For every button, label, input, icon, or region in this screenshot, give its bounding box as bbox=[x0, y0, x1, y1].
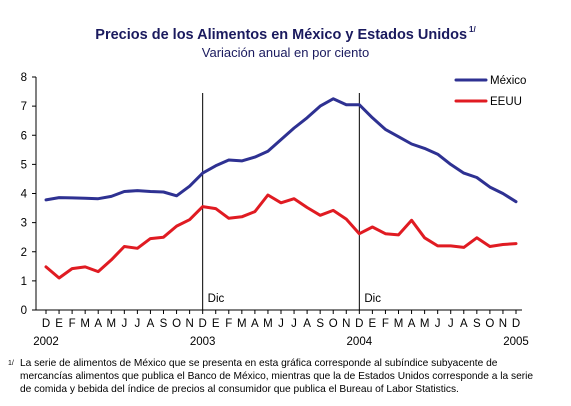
chart-title: Precios de los Alimentos en México y Est… bbox=[0, 25, 571, 43]
chart-annotations: Dic Dic bbox=[202, 93, 381, 310]
legend-label: México bbox=[490, 75, 526, 87]
annotation-label: Dic bbox=[208, 293, 225, 305]
x-tick-label: A bbox=[251, 318, 259, 330]
footnote-mark: 1/ bbox=[8, 360, 14, 367]
x-tick-label: M bbox=[106, 318, 116, 330]
x-tick-label: E bbox=[369, 318, 377, 330]
x-tick-label: O bbox=[172, 318, 181, 330]
x-tick-label: E bbox=[212, 318, 220, 330]
x-tick-label: M bbox=[80, 318, 90, 330]
y-tick-label: 5 bbox=[21, 159, 27, 171]
x-tick-label: E bbox=[55, 318, 63, 330]
footnote-text: La serie de alimentos de México que se p… bbox=[20, 358, 534, 395]
y-tick-label: 3 bbox=[21, 218, 27, 230]
year-label: 2002 bbox=[33, 336, 59, 348]
x-tick-label: A bbox=[460, 318, 468, 330]
chart-subtitle: Variación anual en por ciento bbox=[201, 45, 370, 60]
x-tick-label: J bbox=[435, 318, 441, 330]
legend-label: EEUU bbox=[490, 96, 522, 108]
x-tick-label: S bbox=[160, 318, 168, 330]
series-line bbox=[44, 97, 518, 204]
x-tick-label: J bbox=[291, 318, 297, 330]
y-tick-label: 2 bbox=[21, 247, 27, 259]
x-tick-label: M bbox=[394, 318, 404, 330]
chart-series bbox=[44, 97, 518, 280]
x-tick-label: M bbox=[263, 318, 273, 330]
year-label: 2005 bbox=[503, 336, 529, 348]
chart-legend: México EEUU bbox=[454, 75, 526, 108]
x-tick-label: J bbox=[278, 318, 284, 330]
y-tick-label: 6 bbox=[21, 130, 27, 142]
series-line bbox=[44, 193, 518, 280]
y-tick-label: 4 bbox=[21, 189, 28, 201]
y-tick-label: 7 bbox=[21, 101, 27, 113]
chart-title-note: 1/ bbox=[469, 25, 476, 34]
x-tick-label: M bbox=[420, 318, 430, 330]
year-label: 2003 bbox=[190, 336, 216, 348]
chart-title-text: Precios de los Alimentos en México y Est… bbox=[95, 27, 468, 43]
footnote: 1/ La serie de alimentos de México que s… bbox=[8, 357, 538, 396]
x-tick-label: J bbox=[448, 318, 454, 330]
x-tick-label: F bbox=[69, 318, 76, 330]
x-tick-label: D bbox=[512, 318, 520, 330]
x-tick-label: A bbox=[94, 318, 102, 330]
x-tick-label: J bbox=[121, 318, 127, 330]
x-tick-label: N bbox=[342, 318, 350, 330]
x-tick-label: A bbox=[408, 318, 416, 330]
x-tick-label: A bbox=[147, 318, 155, 330]
year-label: 2004 bbox=[347, 336, 373, 348]
x-tick-label: D bbox=[355, 318, 363, 330]
x-tick-label: F bbox=[382, 318, 389, 330]
x-tick-label: O bbox=[329, 318, 338, 330]
x-tick-label: A bbox=[303, 318, 311, 330]
x-tick-label: N bbox=[499, 318, 507, 330]
y-tick-label: 8 bbox=[21, 72, 27, 84]
x-tick-label: J bbox=[135, 318, 141, 330]
annotation-label: Dic bbox=[364, 293, 381, 305]
x-tick-label: F bbox=[225, 318, 232, 330]
x-tick-label: S bbox=[473, 318, 481, 330]
x-tick-label: D bbox=[42, 318, 50, 330]
x-tick-label: D bbox=[199, 318, 207, 330]
x-tick-label: O bbox=[485, 318, 494, 330]
x-tick-label: M bbox=[237, 318, 247, 330]
x-tick-label: N bbox=[185, 318, 193, 330]
y-tick-label: 1 bbox=[21, 276, 27, 288]
x-tick-label: S bbox=[316, 318, 324, 330]
y-tick-label: 0 bbox=[21, 305, 27, 317]
